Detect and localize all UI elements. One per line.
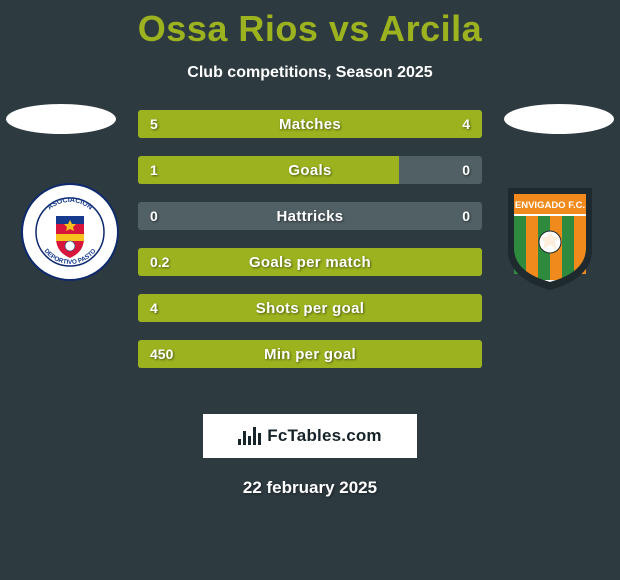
stat-bar-left	[138, 340, 482, 368]
stat-value-left: 450	[150, 340, 173, 368]
stat-bar-left	[138, 156, 399, 184]
stat-bar-left	[138, 248, 482, 276]
stat-value-right: 0	[462, 156, 470, 184]
fctables-watermark: FcTables.com	[203, 414, 417, 458]
date-text: 22 february 2025	[0, 478, 620, 498]
page-title: Ossa Rios vs Arcila	[0, 0, 620, 50]
stat-value-left: 5	[150, 110, 158, 138]
stat-bar-right	[329, 110, 482, 138]
stat-value-right: 0	[462, 202, 470, 230]
stat-value-left: 4	[150, 294, 158, 322]
player2-photo-placeholder	[504, 104, 614, 134]
fctables-site-text: FcTables.com	[267, 426, 382, 446]
stat-bars: 54Matches10Goals00Hattricks0.2Goals per …	[138, 110, 482, 386]
stat-value-left: 0.2	[150, 248, 169, 276]
subtitle: Club competitions, Season 2025	[0, 64, 620, 82]
stat-row: 4Shots per goal	[138, 294, 482, 322]
vs-text: vs	[329, 8, 370, 49]
crest-text-right: ENVIGADO F.C.	[515, 200, 585, 211]
stat-value-right: 4	[462, 110, 470, 138]
envigado-crest-icon: ENVIGADO F.C.	[500, 182, 600, 292]
stat-bar-left	[138, 110, 329, 138]
stat-bar-left	[138, 294, 482, 322]
deportivo-pasto-crest-icon: ASOCIACION DEPORTIVO PASTO	[20, 182, 120, 282]
stat-row: 54Matches	[138, 110, 482, 138]
stat-value-left: 0	[150, 202, 158, 230]
stat-value-left: 1	[150, 156, 158, 184]
fctables-logo-icon	[238, 427, 261, 445]
player1-name: Ossa Rios	[138, 8, 319, 49]
comparison-panel: ASOCIACION DEPORTIVO PASTO ENVIGADO	[0, 110, 620, 410]
club-badge-right: ENVIGADO F.C.	[500, 182, 600, 292]
player2-name: Arcila	[379, 8, 482, 49]
stat-row: 0 0Hattricks	[138, 202, 482, 230]
stat-row: 0.2Goals per match	[138, 248, 482, 276]
player1-photo-placeholder	[6, 104, 116, 134]
stat-label: Hattricks	[138, 202, 482, 230]
stat-row: 10Goals	[138, 156, 482, 184]
club-badge-left: ASOCIACION DEPORTIVO PASTO	[20, 182, 120, 282]
stat-row: 450Min per goal	[138, 340, 482, 368]
